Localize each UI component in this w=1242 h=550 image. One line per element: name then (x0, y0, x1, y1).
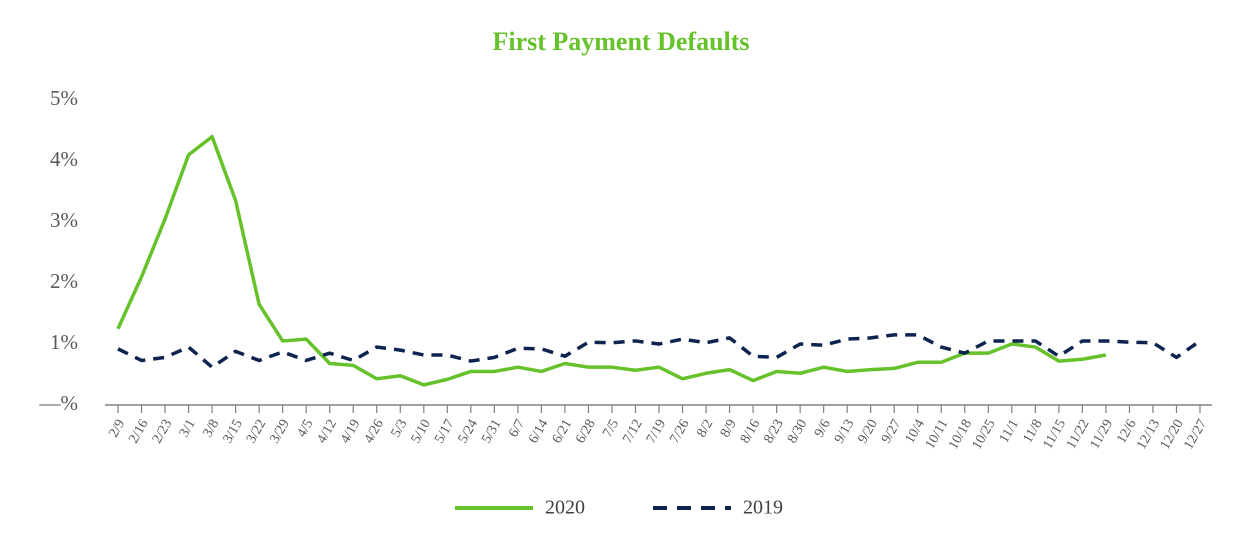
x-tick-label: 3/22 (244, 417, 269, 446)
x-tick-label: 7/19 (644, 417, 669, 446)
x-tick-label: 4/12 (315, 417, 340, 446)
x-tick-label: 6/7 (506, 417, 528, 440)
x-tick-label: 9/6 (812, 417, 834, 440)
x-tick-label: 11/29 (1087, 417, 1116, 452)
x-tick-label: 8/2 (694, 417, 716, 440)
x-tick-label: 5/31 (479, 417, 504, 446)
x-tick-label: 11/22 (1064, 417, 1093, 452)
x-tick-label: 11/15 (1040, 417, 1069, 452)
x-tick-label: 10/11 (923, 417, 952, 452)
x-tick-label: 3/29 (267, 417, 292, 446)
x-tick-label: 6/14 (526, 417, 551, 446)
x-tick-label: 8/9 (718, 417, 740, 440)
x-tick-label: 9/13 (832, 417, 857, 446)
x-tick-label: 3/15 (220, 417, 245, 446)
x-tick-label: 7/26 (667, 417, 692, 446)
x-tick-label: 7/12 (620, 417, 645, 446)
x-tick-label: 12/20 (1158, 417, 1187, 452)
legend-label: 2020 (545, 497, 585, 519)
x-tick-label: 10/25 (970, 417, 999, 452)
chart-title: First Payment Defaults (492, 27, 749, 56)
x-tick-label: 8/30 (785, 417, 810, 446)
x-tick-label: 4/5 (294, 417, 316, 440)
x-tick-label: 2/9 (106, 417, 128, 440)
x-tick-label: 5/10 (409, 417, 434, 446)
legend-label: 2019 (743, 497, 783, 519)
x-tick-label: 11/1 (997, 417, 1022, 446)
y-tick-label: —% (39, 391, 79, 415)
x-tick-label: 4/19 (338, 417, 363, 446)
x-tick-label: 12/27 (1181, 417, 1210, 452)
x-tick-label: 2/16 (126, 417, 151, 446)
x-tick-label: 3/8 (200, 417, 222, 440)
series-line (117, 333, 1202, 369)
x-tick-label: 6/21 (550, 417, 575, 446)
x-tick-label: 8/16 (738, 417, 763, 446)
x-tick-label: 6/28 (573, 417, 598, 446)
y-tick-label: 5% (50, 86, 78, 110)
series-line (116, 134, 1107, 387)
x-tick-label: 5/24 (456, 417, 481, 446)
x-tick-label: 8/23 (761, 417, 786, 446)
x-tick-label: 5/17 (432, 417, 457, 446)
y-tick-label: 2% (50, 269, 78, 293)
y-tick-label: 3% (50, 208, 78, 232)
x-tick-label: 5/3 (389, 417, 411, 440)
x-tick-label: 9/20 (856, 417, 881, 446)
x-tick-label: 2/23 (150, 417, 175, 446)
x-tick-label: 10/18 (946, 417, 975, 452)
x-tick-label: 4/26 (362, 417, 387, 446)
x-tick-label: 12/13 (1134, 417, 1163, 452)
x-tick-label: 7/5 (600, 417, 622, 440)
x-tick-label: 3/1 (177, 417, 199, 440)
x-tick-label: 9/27 (879, 417, 904, 446)
y-tick-label: 1% (50, 330, 78, 354)
y-tick-label: 4% (50, 147, 78, 171)
